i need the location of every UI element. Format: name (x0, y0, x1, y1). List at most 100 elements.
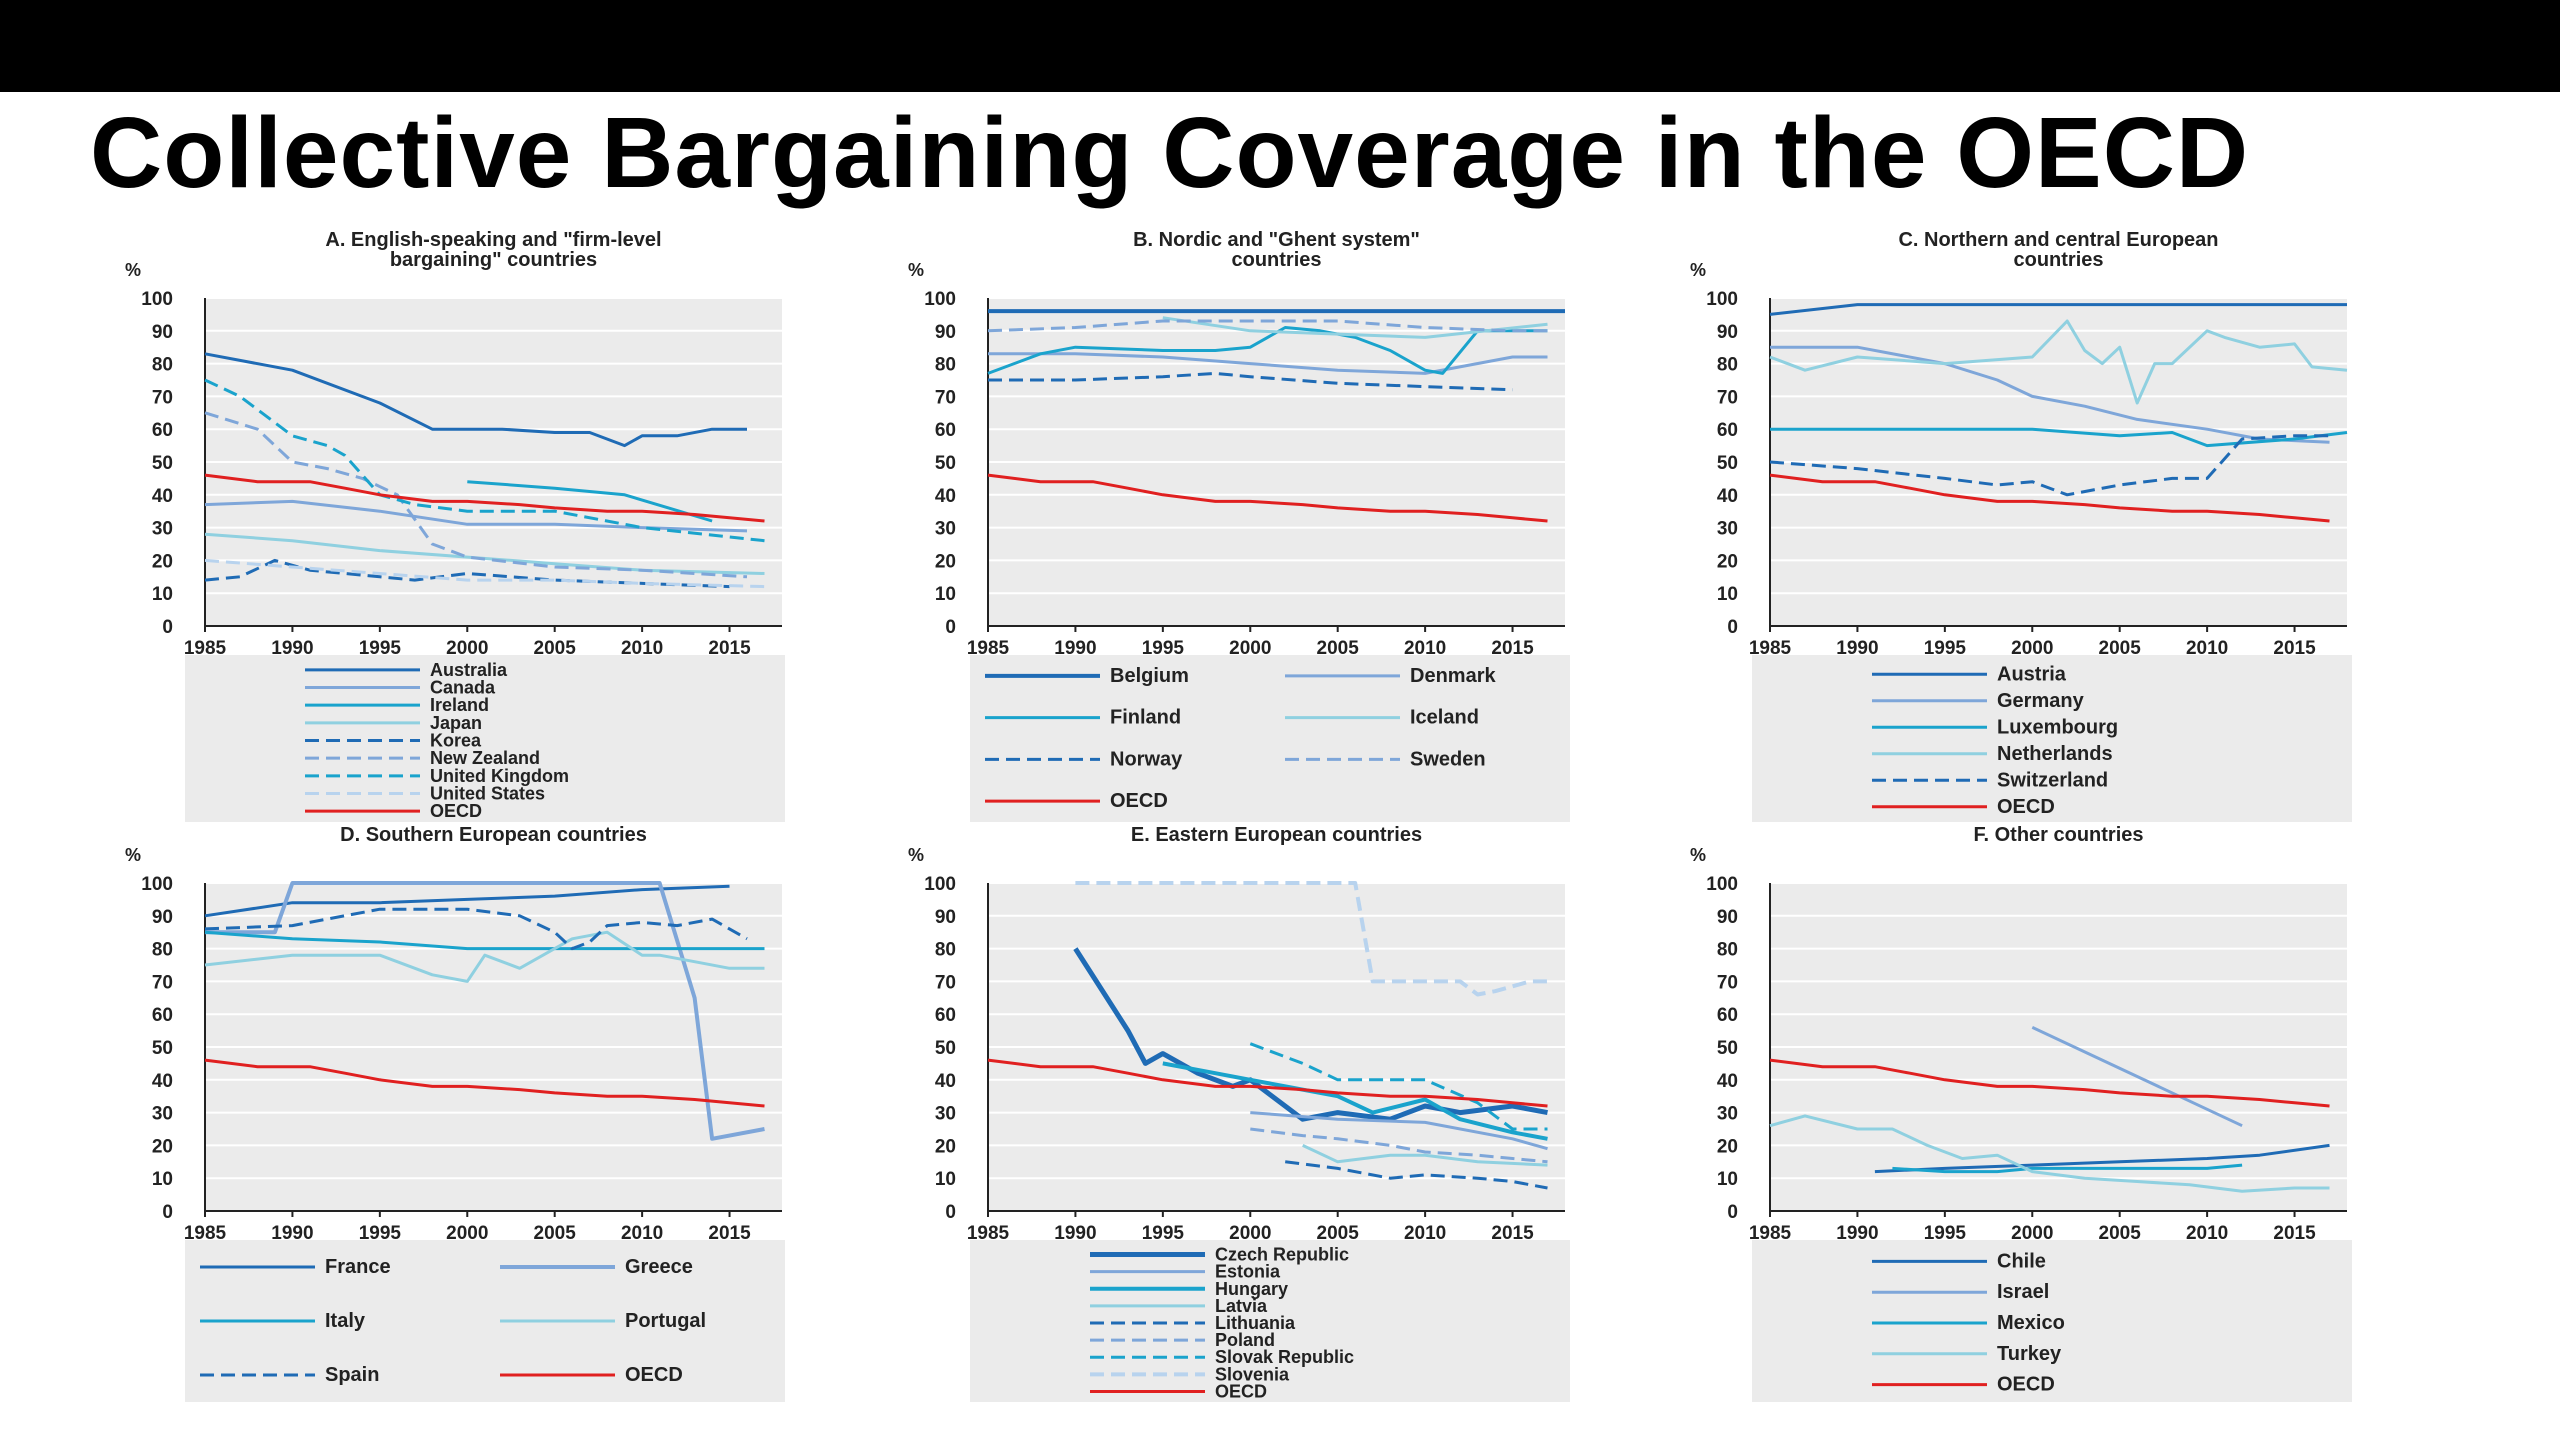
legend-label: Germany (1997, 690, 2085, 712)
y-unit-label: % (908, 845, 924, 865)
y-unit-label: % (908, 260, 924, 280)
series-line-korea (204, 558, 730, 589)
y-tick-label: 40 (935, 1071, 956, 1092)
series-line-portugal (204, 930, 765, 983)
y-tick-label: 20 (152, 551, 173, 572)
legend-label: United States (430, 784, 545, 804)
legend-label: Switzerland (1997, 769, 2108, 791)
y-tick-label: 50 (1717, 1038, 1738, 1059)
y-tick-label: 50 (152, 1038, 173, 1059)
series-line-estonia (1250, 1111, 1548, 1151)
legend-label: New Zealand (430, 748, 540, 768)
series-line-australia (204, 352, 747, 448)
series-line-poland (1250, 1127, 1548, 1164)
chart-title: A. English-speaking and "firm-level (325, 229, 661, 251)
x-tick-label: 1985 (967, 1223, 1010, 1244)
legend-label: Australia (430, 660, 508, 680)
legend-label: Poland (1215, 1330, 1275, 1350)
x-tick-label: 2000 (446, 638, 488, 659)
y-unit-label: % (125, 845, 141, 865)
y-tick-label: 10 (152, 1169, 173, 1190)
chart-title: F. Other countries (1973, 824, 2143, 846)
x-tick-label: 1985 (1749, 1223, 1792, 1244)
legend-label: Slovak Republic (1215, 1347, 1354, 1367)
legend-label: Hungary (1215, 1279, 1288, 1299)
series-line-chile (1874, 1143, 2330, 1174)
series-line-united-states (204, 558, 765, 589)
legend-label: OECD (1997, 1374, 2055, 1396)
y-tick-label: 20 (935, 551, 956, 572)
x-tick-label: 2015 (708, 1223, 751, 1244)
legend-box (970, 655, 1570, 822)
series-line-denmark (988, 352, 1548, 375)
x-tick-label: 1990 (1836, 638, 1878, 659)
y-tick-label: 70 (935, 972, 956, 993)
legend-label: Italy (325, 1310, 366, 1332)
y-tick-label: 0 (945, 1202, 956, 1223)
y-tick-label: 0 (945, 617, 956, 638)
y-tick-label: 20 (1717, 551, 1738, 572)
x-tick-label: 1985 (184, 638, 227, 659)
series-line-mexico (1892, 1163, 2243, 1174)
x-tick-label: 2005 (534, 1223, 577, 1244)
series-line-sweden (987, 319, 1548, 333)
y-tick-label: 20 (1717, 1136, 1738, 1157)
series-line-slovenia (1075, 881, 1548, 997)
x-tick-label: 2010 (2186, 638, 2228, 659)
y-tick-label: 60 (1717, 1005, 1738, 1026)
x-tick-label: 1990 (1836, 1223, 1878, 1244)
x-tick-label: 2015 (1491, 638, 1534, 659)
series-line-oecd (1769, 1058, 2330, 1108)
chart-title: E. Eastern European countries (1131, 824, 1422, 846)
y-tick-label: 60 (1717, 420, 1738, 441)
series-line-oecd (1769, 473, 2330, 523)
y-tick-label: 90 (935, 907, 956, 928)
series-line-oecd (987, 1058, 1548, 1108)
y-tick-label: 90 (1717, 907, 1738, 928)
y-tick-label: 70 (1717, 972, 1738, 993)
y-tick-label: 90 (152, 907, 173, 928)
legend-box (185, 655, 785, 822)
y-tick-label: 20 (152, 1136, 173, 1157)
legend-label: Belgium (1110, 665, 1189, 687)
x-tick-label: 2015 (708, 638, 751, 659)
x-tick-label: 2010 (1404, 638, 1446, 659)
x-tick-label: 2005 (534, 638, 577, 659)
series-line-canada (204, 499, 748, 533)
y-tick-label: 80 (935, 355, 956, 376)
y-tick-label: 30 (935, 519, 956, 540)
y-tick-label: 90 (1717, 322, 1738, 343)
legend-label: Spain (325, 1364, 379, 1386)
x-tick-label: 1985 (184, 1223, 227, 1244)
y-tick-label: 60 (935, 420, 956, 441)
x-tick-label: 2010 (1404, 1223, 1446, 1244)
legend-label: Estonia (1215, 1262, 1281, 1282)
series-line-latvia (1302, 1144, 1548, 1167)
legend-box (970, 1240, 1570, 1402)
legend-label: France (325, 1256, 391, 1278)
legend-label: Czech Republic (1215, 1245, 1349, 1265)
legend-label: Finland (1110, 707, 1181, 729)
x-tick-label: 1995 (359, 1223, 402, 1244)
series-line-france (204, 884, 730, 918)
top-black-bar (0, 0, 2560, 92)
x-tick-label: 1995 (359, 638, 402, 659)
chart-title: C. Northern and central European (1898, 229, 2218, 251)
legend-label: OECD (1110, 790, 1168, 812)
x-tick-label: 1990 (271, 638, 313, 659)
y-tick-label: 30 (1717, 519, 1738, 540)
legend-label: Sweden (1410, 748, 1486, 770)
chart-title: bargaining" countries (390, 249, 597, 271)
y-tick-label: 10 (935, 584, 956, 605)
x-tick-label: 1985 (967, 638, 1010, 659)
x-tick-label: 1995 (1924, 1223, 1967, 1244)
y-unit-label: % (125, 260, 141, 280)
y-tick-label: 70 (152, 387, 173, 408)
x-tick-label: 2010 (621, 1223, 663, 1244)
y-tick-label: 100 (1706, 874, 1738, 895)
chart-panel-a: A. English-speaking and "firm-levelbarga… (125, 229, 785, 822)
x-tick-label: 2005 (2099, 638, 2142, 659)
y-tick-label: 60 (152, 420, 173, 441)
y-tick-label: 40 (935, 486, 956, 507)
